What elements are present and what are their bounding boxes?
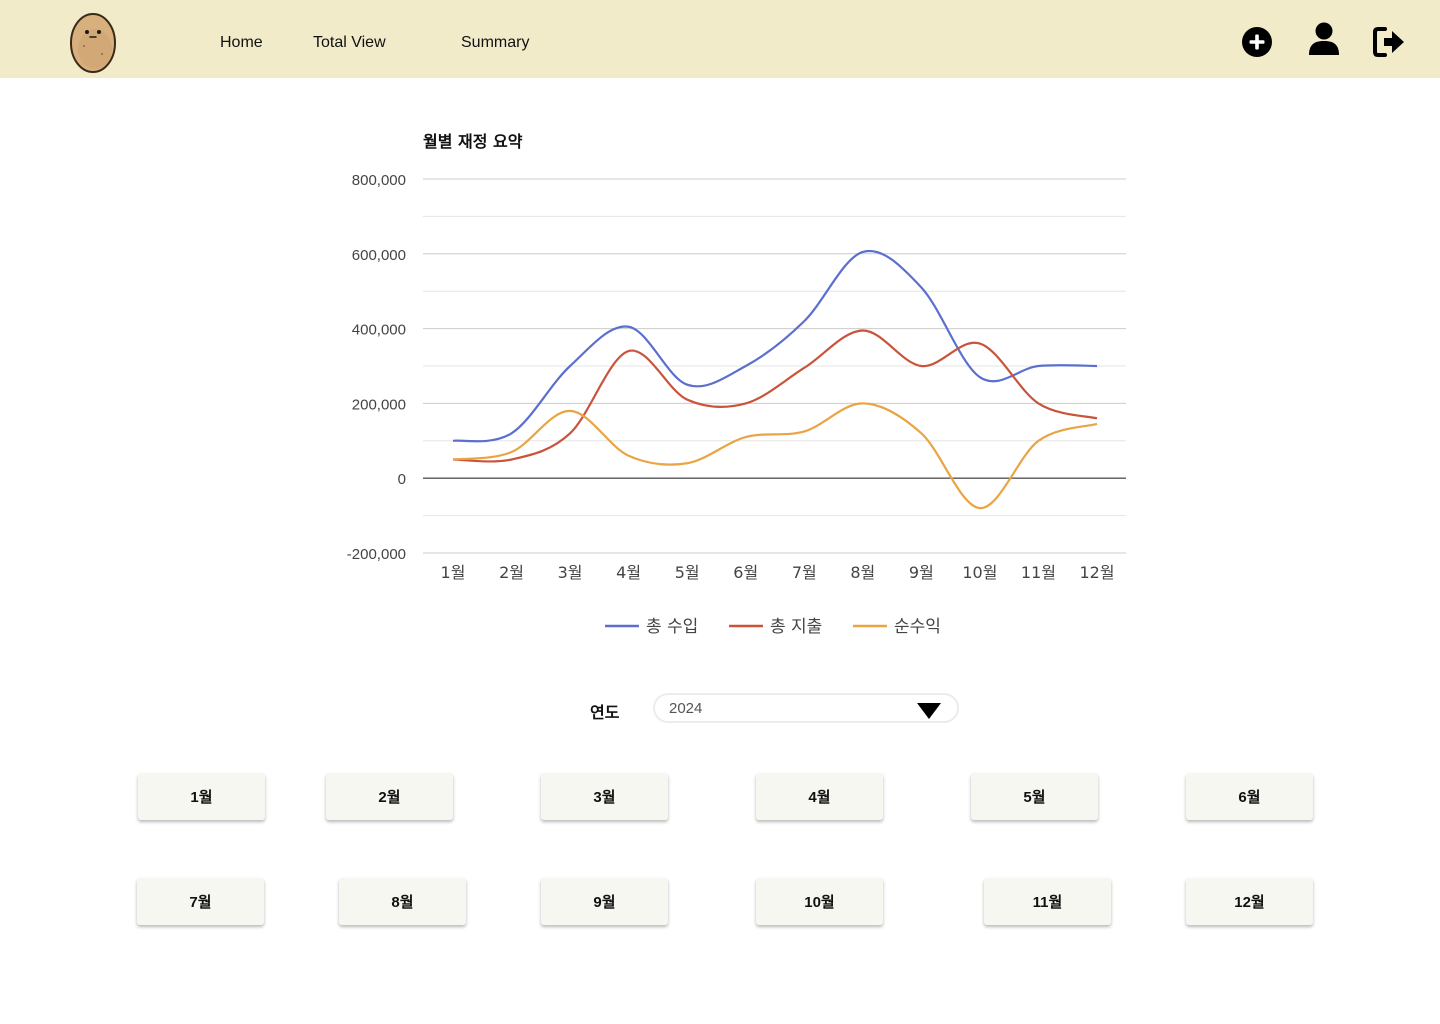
- x-tick-label: 6월: [733, 563, 758, 582]
- y-tick-label: 200,000: [352, 396, 406, 413]
- legend-label-1: 총 수입: [646, 617, 698, 637]
- month-button-5[interactable]: 5월: [971, 773, 1098, 820]
- legend-label-2: 총 지출: [770, 617, 822, 637]
- month-button-4[interactable]: 4월: [756, 773, 883, 820]
- month-button-12[interactable]: 12월: [1186, 878, 1313, 925]
- month-button-9[interactable]: 9월: [541, 878, 668, 925]
- y-tick-label: 800,000: [352, 172, 406, 189]
- monthly-finance-chart: 월별 재정 요약 -200,000 0 200,000 400,000 600,000 80…: [330, 118, 1150, 658]
- x-tick-label: 4월: [616, 563, 641, 582]
- legend-label-3: 순수익: [894, 617, 941, 637]
- nav-summary-link[interactable]: Summary: [461, 34, 530, 51]
- month-button-2[interactable]: 2월: [326, 773, 453, 820]
- x-tick-label: 8월: [850, 563, 875, 582]
- series-line-1: [452, 249, 1098, 443]
- month-button-8[interactable]: 8월: [339, 878, 466, 925]
- nav-total-view-link[interactable]: Total View: [313, 34, 386, 51]
- x-tick-label: 5월: [675, 563, 700, 582]
- y-tick-label: -200,000: [347, 546, 406, 563]
- x-tick-label: 12월: [1079, 563, 1114, 582]
- month-button-3[interactable]: 3월: [541, 773, 668, 820]
- x-tick-label: 10월: [962, 563, 997, 582]
- x-tick-label: 3월: [558, 563, 583, 582]
- x-tick-label: 9월: [909, 563, 934, 582]
- year-dropdown[interactable]: 2024: [653, 693, 959, 723]
- add-circle-icon[interactable]: [1241, 26, 1273, 58]
- logout-icon[interactable]: [1373, 26, 1405, 58]
- month-button-6[interactable]: 6월: [1186, 773, 1313, 820]
- series-line-2: [452, 329, 1098, 463]
- series-line-3: [452, 402, 1098, 510]
- chart-title: 월별 재정 요약: [423, 132, 523, 151]
- potato-logo-icon[interactable]: [66, 8, 120, 74]
- month-button-11[interactable]: 11월: [984, 878, 1111, 925]
- year-dropdown-value: 2024: [669, 700, 703, 717]
- top-navigation-bar: Home Total View Summary: [0, 0, 1440, 78]
- x-tick-label: 1월: [441, 563, 466, 582]
- y-tick-label: 0: [398, 471, 406, 488]
- chevron-down-icon[interactable]: [917, 703, 941, 719]
- month-button-10[interactable]: 10월: [756, 878, 883, 925]
- user-icon[interactable]: [1308, 22, 1340, 56]
- x-tick-label: 11월: [1021, 563, 1056, 582]
- line-chart-svg: 월별 재정 요약 -200,000 0 200,000 400,000 600,000 80…: [347, 132, 1126, 637]
- y-tick-label: 400,000: [352, 322, 406, 339]
- month-button-1[interactable]: 1월: [138, 773, 265, 820]
- month-button-7[interactable]: 7월: [137, 878, 264, 925]
- year-filter-label: 연도: [590, 705, 620, 722]
- x-tick-label: 2월: [499, 563, 524, 582]
- y-tick-label: 600,000: [352, 247, 406, 264]
- x-tick-label: 7월: [792, 563, 817, 582]
- nav-home-link[interactable]: Home: [220, 34, 263, 51]
